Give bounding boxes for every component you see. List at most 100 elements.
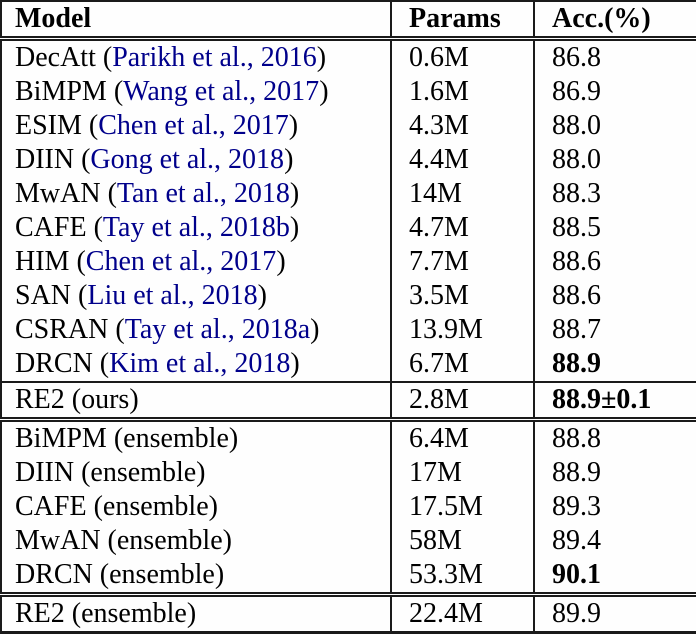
params-cell: 53.3M bbox=[391, 558, 535, 595]
accuracy-cell: 86.9 bbox=[534, 75, 696, 109]
header-model: Model bbox=[1, 1, 392, 39]
close-paren: ) bbox=[288, 110, 299, 141]
citation-link[interactable]: Chen et al., 2017 bbox=[98, 110, 289, 141]
model-cell: RE2 (ensemble) bbox=[1, 594, 392, 633]
params-value: 6.7M bbox=[409, 348, 469, 379]
accuracy-value: 88.9 bbox=[552, 457, 601, 488]
model-name: CAFE (ensemble) bbox=[15, 491, 218, 522]
citation-link[interactable]: Tay et al., 2018b bbox=[102, 212, 290, 243]
params-value: 53.3M bbox=[409, 559, 483, 590]
citation-link[interactable]: Tay et al., 2018a bbox=[124, 314, 311, 345]
accuracy-cell: 88.7 bbox=[534, 313, 696, 347]
table-section: RE2 (ours) 2.8M 88.9±0.1 bbox=[1, 382, 696, 420]
citation-link[interactable]: Parikh et al., 2016 bbox=[112, 42, 317, 73]
model-name: RE2 (ours) bbox=[15, 384, 139, 415]
model-cell: CSRAN (Tay et al., 2018a) bbox=[1, 313, 392, 347]
header-params: Params bbox=[391, 1, 535, 39]
open-paren: ( bbox=[95, 42, 113, 73]
table-row: BiMPM (Wang et al., 2017) 1.6M 86.9 bbox=[1, 75, 696, 109]
citation-link[interactable]: Gong et al., 2018 bbox=[90, 144, 285, 175]
model-name: RE2 (ensemble) bbox=[15, 598, 197, 629]
close-paren: ) bbox=[284, 144, 294, 175]
accuracy-value: 88.9±0.1 bbox=[552, 384, 652, 415]
accuracy-value: 90.1 bbox=[552, 559, 601, 590]
accuracy-cell: 89.3 bbox=[534, 490, 696, 524]
accuracy-cell: 88.5 bbox=[534, 211, 696, 245]
params-cell: 1.6M bbox=[391, 75, 535, 109]
table-row: RE2 (ours) 2.8M 88.9±0.1 bbox=[1, 382, 696, 420]
params-cell: 4.7M bbox=[391, 211, 535, 245]
model-name: DRCN bbox=[15, 348, 93, 379]
params-cell: 4.3M bbox=[391, 109, 535, 143]
accuracy-value: 88.3 bbox=[552, 178, 601, 209]
open-paren: ( bbox=[74, 144, 91, 175]
citation-link[interactable]: Tan et al., 2018 bbox=[116, 178, 290, 209]
close-paren: ) bbox=[319, 76, 329, 107]
model-cell: DIIN (ensemble) bbox=[1, 456, 392, 490]
accuracy-value: 88.5 bbox=[552, 212, 601, 243]
table-row: ESIM (Chen et al., 2017) 4.3M 88.0 bbox=[1, 109, 696, 143]
params-cell: 14M bbox=[391, 177, 535, 211]
accuracy-cell: 88.0 bbox=[534, 143, 696, 177]
citation-link[interactable]: Wang et al., 2017 bbox=[123, 76, 320, 107]
params-cell: 17M bbox=[391, 456, 535, 490]
model-cell: BiMPM (ensemble) bbox=[1, 419, 392, 456]
accuracy-cell: 88.6 bbox=[534, 245, 696, 279]
model-cell: DRCN (ensemble) bbox=[1, 558, 392, 595]
model-name: BiMPM bbox=[15, 76, 107, 107]
params-cell: 0.6M bbox=[391, 38, 535, 75]
table-row: MwAN (Tan et al., 2018) 14M 88.3 bbox=[1, 177, 696, 211]
accuracy-value: 88.7 bbox=[552, 314, 601, 345]
open-paren: ( bbox=[86, 212, 103, 243]
model-name: MwAN bbox=[15, 178, 101, 209]
params-cell: 13.9M bbox=[391, 313, 535, 347]
model-name: ESIM bbox=[15, 110, 82, 141]
params-value: 2.8M bbox=[409, 384, 469, 415]
table-row: DRCN (ensemble) 53.3M 90.1 bbox=[1, 558, 696, 595]
model-name: MwAN (ensemble) bbox=[15, 525, 232, 556]
citation-link[interactable]: Kim et al., 2018 bbox=[109, 348, 291, 379]
accuracy-cell: 88.6 bbox=[534, 279, 696, 313]
model-name: SAN bbox=[15, 280, 72, 311]
accuracy-value: 88.0 bbox=[552, 110, 601, 141]
model-name: DRCN (ensemble) bbox=[15, 559, 225, 590]
params-value: 58M bbox=[409, 525, 462, 556]
table-row: DecAtt (Parikh et al., 2016) 0.6M 86.8 bbox=[1, 38, 696, 76]
table-row: CAFE (ensemble) 17.5M 89.3 bbox=[1, 490, 696, 524]
citation-link[interactable]: Liu et al., 2018 bbox=[87, 280, 258, 311]
close-paren: ) bbox=[276, 246, 286, 277]
open-paren: ( bbox=[71, 280, 88, 311]
params-value: 13.9M bbox=[409, 314, 483, 345]
accuracy-cell: 86.8 bbox=[534, 39, 696, 76]
model-name: DIIN (ensemble) bbox=[15, 457, 206, 488]
params-value: 7.7M bbox=[409, 246, 469, 277]
table-section: DecAtt (Parikh et al., 2016) 0.6M 86.8 BiMP… bbox=[1, 38, 696, 382]
accuracy-value: 86.9 bbox=[552, 76, 601, 107]
accuracy-value: 88.0 bbox=[552, 144, 601, 175]
accuracy-value: 88.8 bbox=[552, 423, 601, 454]
open-paren: ( bbox=[108, 314, 125, 345]
params-cell: 6.7M bbox=[391, 347, 535, 382]
table-section: RE2 (ensemble) 22.4M 89.9 bbox=[1, 594, 696, 633]
model-cell: MwAN (Tan et al., 2018) bbox=[1, 177, 392, 211]
accuracy-value: 89.3 bbox=[552, 491, 601, 522]
citation-link[interactable]: Chen et al., 2017 bbox=[85, 246, 277, 277]
params-value: 4.3M bbox=[409, 110, 469, 141]
params-value: 3.5M bbox=[409, 280, 469, 311]
params-value: 22.4M bbox=[409, 598, 483, 629]
params-cell: 6.4M bbox=[391, 419, 535, 456]
table-row: SAN (Liu et al., 2018) 3.5M 88.6 bbox=[1, 279, 696, 313]
params-cell: 4.4M bbox=[391, 143, 535, 177]
table-section: BiMPM (ensemble) 6.4M 88.8 DIIN (ensemble) 1… bbox=[1, 419, 696, 595]
close-paren: ) bbox=[289, 178, 300, 209]
model-name: CAFE bbox=[15, 212, 87, 243]
model-cell: HIM (Chen et al., 2017) bbox=[1, 245, 392, 279]
params-value: 14M bbox=[409, 178, 462, 209]
accuracy-cell: 88.3 bbox=[534, 177, 696, 211]
table-row: MwAN (ensemble) 58M 89.4 bbox=[1, 524, 696, 558]
params-cell: 58M bbox=[391, 524, 535, 558]
params-cell: 3.5M bbox=[391, 279, 535, 313]
accuracy-value: 89.4 bbox=[552, 525, 601, 556]
model-cell: RE2 (ours) bbox=[1, 382, 392, 420]
